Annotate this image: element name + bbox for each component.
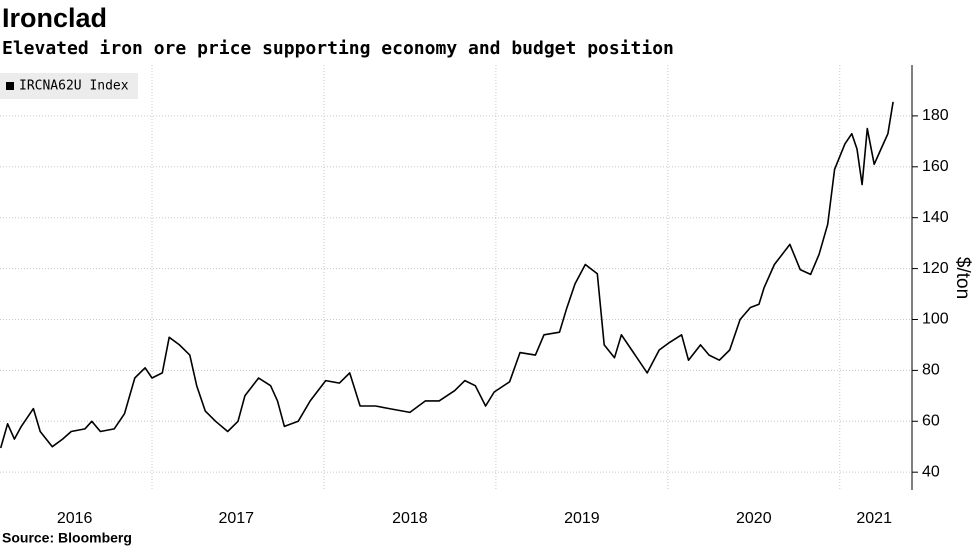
x-tick-label: 2017 <box>218 510 254 527</box>
y-tick-label: 80 <box>922 362 940 379</box>
legend-label: IRCNA62U Index <box>19 79 129 94</box>
legend-box <box>0 73 138 99</box>
y-tick-label: 60 <box>922 413 940 430</box>
y-tick-label: 160 <box>922 158 949 175</box>
y-tick-label: 180 <box>922 107 949 124</box>
series-line <box>0 101 894 449</box>
legend-swatch <box>6 82 14 90</box>
chart-subtitle: Elevated iron ore price supporting econo… <box>2 38 674 59</box>
x-tick-label: 2020 <box>736 510 772 527</box>
chart-title: Ironclad <box>2 3 107 33</box>
source: Source: Bloomberg <box>2 530 132 546</box>
y-tick-label: 40 <box>922 463 940 480</box>
x-tick-label: 2021 <box>856 510 892 527</box>
y-tick-label: 100 <box>922 311 949 328</box>
y-tick-label: 140 <box>922 209 949 226</box>
x-tick-label: 2019 <box>564 510 600 527</box>
x-tick-label: 2018 <box>392 510 428 527</box>
y-tick-label: 120 <box>922 260 949 277</box>
x-tick-label: 2016 <box>57 510 93 527</box>
y-axis-label: $/ton <box>952 257 973 299</box>
